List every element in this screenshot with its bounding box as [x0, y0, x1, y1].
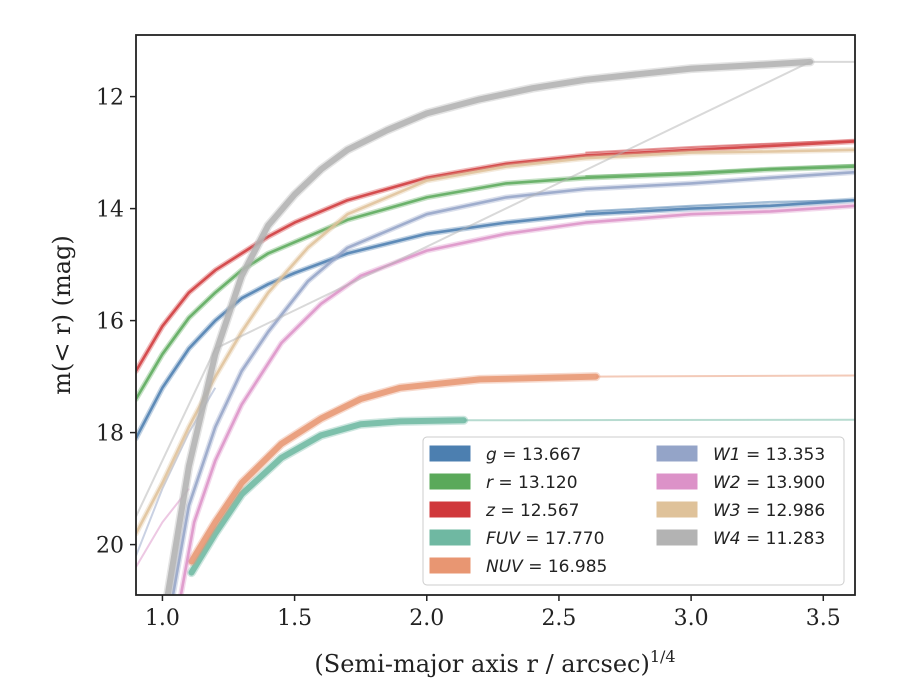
legend-swatch-6	[656, 473, 698, 490]
series-line-7	[136, 148, 855, 535]
series-line-2	[136, 140, 855, 373]
legend: g = 13.667 r = 13.120 z = 12.567 FUV = 17.7…	[422, 436, 845, 586]
series-ghost-line-0	[585, 199, 855, 213]
legend-swatch-4	[429, 557, 471, 574]
y-tick-label-4: 20	[96, 534, 124, 559]
legend-swatch-8	[656, 529, 698, 546]
series-line-5	[171, 170, 855, 595]
legend-label-4: NUV = 16.985	[486, 557, 607, 577]
legend-swatch-5	[656, 445, 698, 462]
series-line-1	[136, 165, 855, 401]
series-line-3	[188, 417, 467, 576]
series-ghost-line-3	[463, 418, 855, 422]
x-tick-label-2: 2.0	[409, 606, 444, 631]
series-ghost-line-6	[136, 487, 190, 568]
legend-swatch-2	[429, 501, 471, 518]
plot-frame	[135, 34, 856, 596]
x-tick-label-1: 1.5	[277, 606, 312, 631]
x-axis-label-exponent: 1/4	[650, 647, 676, 666]
x-tick-label-5: 3.5	[806, 606, 841, 631]
series-line-0	[136, 198, 855, 440]
legend-entries: g = 13.667 r = 13.120 z = 12.567 FUV = 17.7…	[429, 445, 825, 577]
legend-swatch-1	[429, 473, 471, 490]
legend-label-0: g = 13.667	[486, 445, 581, 465]
legend-label-5: W1 = 13.353	[713, 445, 825, 465]
y-tick-label-0: 12	[96, 86, 124, 111]
series-layer	[136, 57, 855, 595]
legend-swatch-3	[429, 529, 471, 546]
legend-label-2: z = 12.567	[485, 501, 579, 521]
x-tick-label-0: 1.0	[145, 606, 180, 631]
y-tick-label-1: 14	[96, 198, 124, 223]
series-ghost-line-4	[595, 374, 855, 378]
series-ghost-line-8	[136, 60, 855, 518]
legend-label-1: r = 13.120	[486, 473, 578, 493]
y-tick-label-2: 16	[96, 310, 124, 335]
legend-box	[422, 436, 845, 586]
series-line-4	[188, 373, 599, 565]
y-axis-label: m(< r) (mag)	[48, 235, 76, 394]
series-line-8	[164, 58, 814, 595]
series-ghost-line-2	[585, 139, 855, 154]
x-axis-label: (Semi-major axis r / arcsec)1/4	[314, 647, 675, 678]
legend-label-3: FUV = 17.770	[486, 529, 604, 549]
legend-label-8: W4 = 11.283	[713, 529, 825, 549]
x-tick-label-4: 3.0	[674, 606, 709, 631]
series-ghost-line-1	[585, 163, 855, 178]
legend-swatch-7	[656, 501, 698, 518]
legend-label-6: W2 = 13.900	[713, 473, 825, 493]
ticks-layer: 1.0 1.5 2.0 2.5 3.0 3.5 12 14 16 18 20	[96, 86, 841, 631]
series-line-6	[179, 204, 855, 595]
legend-swatch-0	[429, 445, 471, 462]
x-tick-label-3: 2.5	[541, 606, 576, 631]
legend-label-7: W3 = 12.986	[713, 501, 825, 521]
y-tick-label-3: 18	[96, 422, 124, 447]
